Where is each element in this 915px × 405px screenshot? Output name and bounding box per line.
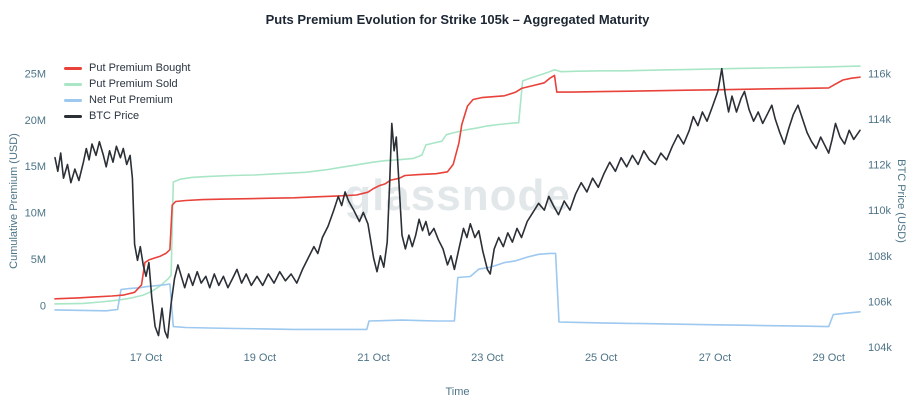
x-tick-label: 19 Oct	[244, 352, 276, 364]
x-axis-title: Time	[445, 386, 470, 398]
legend-label: BTC Price	[89, 110, 140, 122]
x-tick-label: 23 Oct	[471, 352, 503, 364]
series-line-btc-price	[54, 67, 861, 339]
y-right-tick-label: 110k	[868, 205, 892, 217]
legend-item-net-put-premium[interactable]: Net Put Premium	[64, 94, 191, 106]
x-tick-label: 25 Oct	[585, 352, 617, 364]
y-left-tick-label: 0	[40, 300, 46, 312]
chart-legend: Put Premium Bought Put Premium Sold Net Pu…	[64, 62, 191, 122]
legend-swatch-net-put-premium	[64, 98, 82, 102]
legend-swatch-btc-price	[64, 114, 82, 118]
y-right-tick-label: 104k	[868, 342, 892, 354]
legend-swatch-put-premium-sold	[64, 82, 82, 86]
legend-swatch-put-premium-bought	[64, 66, 82, 70]
legend-label: Put Premium Bought	[89, 62, 191, 74]
y-axis-title-left: Cumulative Premium (USD)	[8, 133, 20, 269]
legend-item-put-premium-bought[interactable]: Put Premium Bought	[64, 62, 191, 74]
series-line-put-premium-bought	[54, 74, 861, 300]
y-right-tick-label: 116k	[868, 68, 892, 80]
y-right-tick-label: 106k	[868, 296, 892, 308]
x-tick-label: 29 Oct	[813, 352, 845, 364]
legend-item-btc-price[interactable]: BTC Price	[64, 110, 191, 122]
x-tick-label: 27 Oct	[699, 352, 731, 364]
x-tick-label: 21 Oct	[357, 352, 389, 364]
y-right-tick-label: 114k	[868, 114, 892, 126]
y-left-tick-label: 5M	[31, 254, 46, 266]
y-right-tick-label: 112k	[868, 160, 892, 172]
y-right-tick-label: 108k	[868, 251, 892, 263]
y-left-tick-label: 10M	[25, 208, 46, 220]
y-axis-title-right: BTC Price (USD)	[895, 159, 907, 243]
x-tick-label: 17 Oct	[130, 352, 162, 364]
chart-title: Puts Premium Evolution for Strike 105k –…	[265, 12, 650, 27]
y-left-tick-label: 20M	[25, 115, 46, 127]
glassnode-watermark: glassnode	[344, 171, 571, 220]
legend-label: Net Put Premium	[89, 94, 173, 106]
legend-label: Put Premium Sold	[89, 78, 178, 90]
series-line-net-put-premium	[54, 252, 861, 331]
legend-item-put-premium-sold[interactable]: Put Premium Sold	[64, 78, 191, 90]
y-left-tick-label: 25M	[25, 69, 46, 81]
y-left-tick-label: 15M	[25, 161, 46, 173]
